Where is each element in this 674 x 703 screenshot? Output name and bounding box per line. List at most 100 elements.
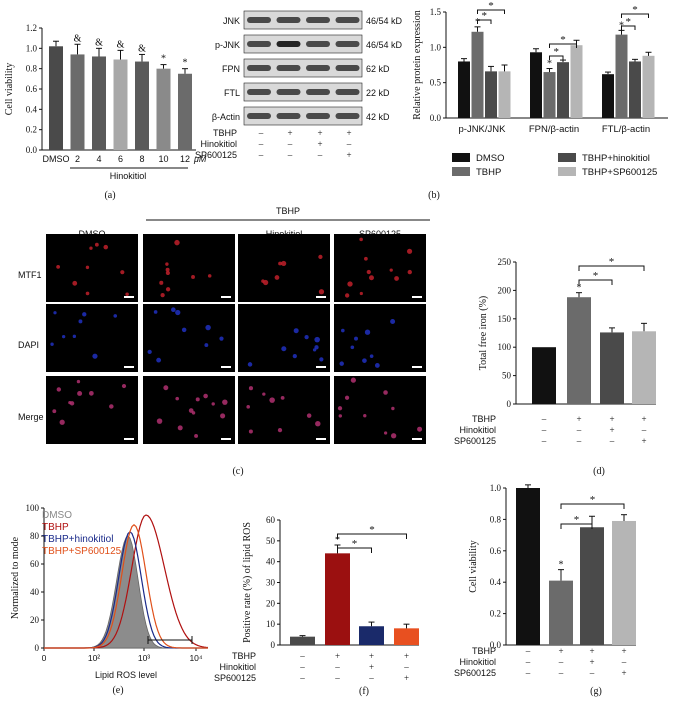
- c-cell-dot: [175, 396, 180, 401]
- e-y-tick-label: 100: [26, 503, 40, 513]
- c-cell-dot: [417, 426, 423, 432]
- a-significance-mark: &: [138, 43, 146, 54]
- g-y-tick-label: 0.4: [490, 577, 502, 587]
- b-blot-label: p-JNK: [215, 40, 240, 50]
- c-cell-dot: [156, 418, 163, 424]
- d-sign: –: [576, 436, 582, 446]
- c-cell-dot: [181, 327, 187, 333]
- e-legend-label: TBHP+SP600125: [42, 546, 122, 557]
- c-cell-dot: [345, 293, 350, 298]
- c-cell-dot: [160, 293, 165, 298]
- d-row-label-hinokitiol: Hinokitiol: [459, 425, 496, 435]
- c-cell-dot: [318, 289, 325, 295]
- g-sign: –: [525, 646, 531, 656]
- e-x-tick-label: 10⁴: [189, 653, 202, 663]
- b-blot-size: 42 kD: [366, 112, 390, 122]
- c-cell-dot: [174, 239, 180, 246]
- f-sign: +: [369, 662, 374, 672]
- c-cell-dot: [364, 329, 371, 335]
- f-bracket: [337, 547, 372, 553]
- b-bracket-star: *: [488, 0, 494, 12]
- b-bracket: [549, 43, 577, 48]
- c-cell-dot: [280, 396, 285, 400]
- c-scale-bar: [124, 438, 134, 440]
- c-cell-dot: [56, 387, 61, 392]
- b-blot-band: [276, 17, 301, 23]
- c-cell-dot: [205, 324, 211, 331]
- e-y-tick-label: 20: [30, 615, 40, 625]
- a-bar-DMSO: [49, 46, 63, 150]
- c-cell-dot: [262, 392, 266, 396]
- d-caption: (d): [593, 466, 605, 477]
- c-cell-dot: [207, 274, 212, 278]
- a-y-tick-label: 1.2: [26, 23, 37, 33]
- c-cell-dot: [390, 319, 396, 324]
- c-cell-dot: [92, 353, 98, 359]
- c-cell-dot: [374, 363, 380, 368]
- c-cell-dot: [89, 246, 93, 250]
- f-sign: –: [334, 662, 340, 672]
- a-caption: (a): [104, 190, 115, 201]
- b-bar-tbhp-sp-: [498, 71, 511, 118]
- d-y-tick-label: 200: [498, 285, 512, 295]
- d-sign: –: [541, 436, 547, 446]
- c-cell-dot: [359, 291, 363, 296]
- f-y-tick-label: 30: [266, 578, 276, 588]
- d-bar-0: [532, 347, 556, 404]
- c-cell-dot: [318, 254, 323, 259]
- b-bracket-star: *: [560, 34, 566, 46]
- c-scale-bar: [124, 296, 134, 298]
- d-bracket: [578, 265, 645, 271]
- c-cell-dot: [389, 268, 393, 272]
- c-cell-dot: [59, 419, 65, 425]
- c-cell-dot: [125, 292, 129, 296]
- f-bar-3: [394, 628, 419, 645]
- b-y-tick-label: 1.5: [430, 7, 442, 17]
- f-y-tick-label: 60: [266, 515, 276, 525]
- c-cell-dot: [191, 275, 195, 279]
- a-bar-4: [92, 56, 106, 150]
- d-sign: –: [609, 436, 615, 446]
- g-y-axis-label: Cell viability: [468, 540, 479, 593]
- b-blot-strip: [243, 10, 363, 30]
- c-cell-dot: [359, 237, 363, 242]
- c-cell-dot: [163, 385, 169, 391]
- f-row-label-sp600125: SP600125: [214, 673, 256, 683]
- g-sign: –: [525, 657, 531, 667]
- d-row-label-tbhp: TBHP: [472, 414, 496, 424]
- d-bar-2: [600, 332, 624, 404]
- a-x-tick-label: 10: [158, 154, 168, 164]
- d-y-tick-label: 250: [498, 257, 512, 267]
- g-bracket: [560, 503, 625, 509]
- f-sign: –: [403, 662, 409, 672]
- c-cell-dot: [147, 349, 152, 355]
- b-significance-star: *: [547, 59, 552, 70]
- c-cell-dot: [338, 414, 343, 418]
- b-sign: +: [317, 139, 322, 149]
- f-y-axis-label: Positive rate (%) of lipid ROS: [242, 522, 253, 643]
- b-legend-swatch: [558, 153, 576, 162]
- g-row-label-sp600125: SP600125: [454, 668, 496, 678]
- c-cell-dot: [53, 311, 57, 315]
- a-x-tick-label: 12: [180, 154, 190, 164]
- c-cell-dot: [72, 280, 78, 286]
- b-blot-strip: [243, 58, 363, 78]
- b-blot-size: 46/54 kD: [366, 40, 403, 50]
- g-y-tick-label: 0.6: [490, 546, 502, 556]
- b-sign: +: [287, 128, 292, 138]
- c-cell-dot: [165, 267, 170, 272]
- c-micrograph: [238, 304, 330, 372]
- b-blot-band: [306, 65, 330, 71]
- b-y-axis-label: Relative protein expression: [412, 10, 423, 119]
- f-sign: –: [299, 673, 305, 683]
- c-cell-dot: [337, 406, 343, 411]
- c-cell-dot: [277, 427, 283, 433]
- b-legend-label: DMSO: [476, 153, 505, 164]
- g-row-label-tbhp: TBHP: [472, 646, 496, 656]
- c-cell-dot: [82, 312, 87, 317]
- b-blot-strip: [243, 34, 363, 54]
- c-cell-dot: [315, 421, 321, 427]
- b-blot-band: [306, 89, 330, 95]
- g-bar-0: [516, 488, 540, 645]
